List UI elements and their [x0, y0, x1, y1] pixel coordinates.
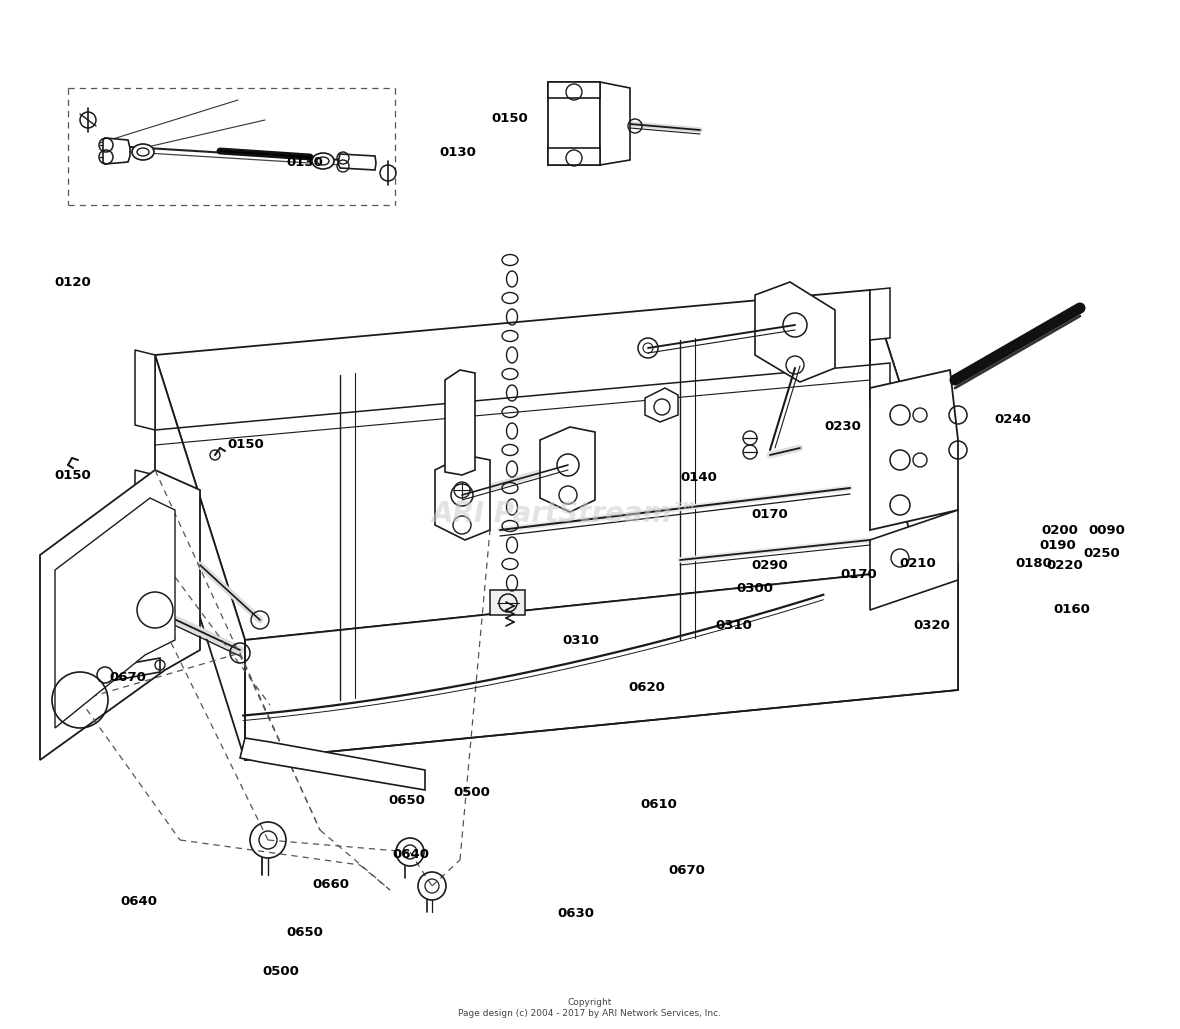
Polygon shape: [548, 148, 599, 165]
Text: 0670: 0670: [668, 864, 706, 877]
Text: 0630: 0630: [557, 908, 595, 920]
Polygon shape: [105, 658, 160, 682]
Polygon shape: [135, 470, 155, 549]
Text: 0610: 0610: [640, 799, 677, 811]
Polygon shape: [599, 82, 630, 165]
Text: 0310: 0310: [715, 619, 753, 632]
Polygon shape: [755, 282, 835, 382]
Text: 0240: 0240: [994, 414, 1031, 426]
Ellipse shape: [137, 148, 149, 156]
Polygon shape: [540, 427, 595, 512]
Text: 0190: 0190: [1038, 539, 1076, 552]
Text: 0230: 0230: [824, 420, 861, 432]
Text: 0150: 0150: [54, 469, 92, 482]
Polygon shape: [55, 498, 175, 728]
Text: 0250: 0250: [1083, 547, 1121, 560]
Text: 0150: 0150: [227, 438, 264, 451]
Ellipse shape: [317, 157, 329, 165]
Polygon shape: [155, 355, 245, 760]
Text: 0310: 0310: [562, 634, 599, 646]
Polygon shape: [155, 290, 958, 640]
Text: 0120: 0120: [54, 277, 92, 289]
Polygon shape: [870, 370, 958, 530]
Text: 0130: 0130: [439, 146, 477, 158]
Polygon shape: [548, 82, 599, 98]
Text: 0210: 0210: [899, 558, 937, 570]
Text: 0670: 0670: [109, 671, 146, 683]
Text: 0140: 0140: [680, 471, 717, 484]
Text: 0290: 0290: [750, 560, 788, 572]
Text: 0200: 0200: [1041, 525, 1079, 537]
Polygon shape: [870, 290, 958, 690]
Text: 0640: 0640: [392, 848, 430, 860]
Text: 0170: 0170: [840, 568, 878, 580]
Bar: [490, 590, 525, 615]
Polygon shape: [870, 510, 958, 610]
Text: ARI PartStream™: ARI PartStream™: [432, 500, 701, 529]
Text: 0500: 0500: [453, 786, 491, 799]
Polygon shape: [103, 138, 130, 164]
Text: 0130: 0130: [286, 156, 323, 169]
Text: 0650: 0650: [286, 926, 323, 938]
Text: 0320: 0320: [913, 619, 951, 632]
Polygon shape: [240, 738, 425, 790]
Text: 0500: 0500: [262, 965, 300, 978]
Ellipse shape: [312, 153, 334, 169]
Polygon shape: [445, 370, 476, 475]
Text: 0180: 0180: [1015, 558, 1053, 570]
Text: 0170: 0170: [750, 508, 788, 521]
Polygon shape: [245, 565, 958, 760]
Polygon shape: [40, 470, 199, 760]
Text: Copyright
Page design (c) 2004 - 2017 by ARI Network Services, Inc.: Copyright Page design (c) 2004 - 2017 by…: [459, 998, 721, 1018]
Text: 0650: 0650: [388, 794, 426, 807]
Polygon shape: [337, 154, 376, 170]
Text: 0150: 0150: [491, 112, 529, 125]
Polygon shape: [870, 363, 890, 400]
Polygon shape: [645, 388, 678, 422]
Polygon shape: [548, 82, 599, 165]
Text: 0660: 0660: [312, 879, 349, 891]
Text: 0620: 0620: [628, 681, 666, 694]
Polygon shape: [870, 288, 890, 340]
Polygon shape: [435, 455, 490, 540]
Text: 0640: 0640: [120, 895, 158, 908]
Text: 0090: 0090: [1088, 525, 1126, 537]
Text: 0160: 0160: [1053, 603, 1090, 615]
Polygon shape: [135, 350, 155, 430]
Text: 0300: 0300: [736, 582, 774, 595]
Ellipse shape: [132, 144, 155, 159]
Text: 0220: 0220: [1045, 560, 1083, 572]
